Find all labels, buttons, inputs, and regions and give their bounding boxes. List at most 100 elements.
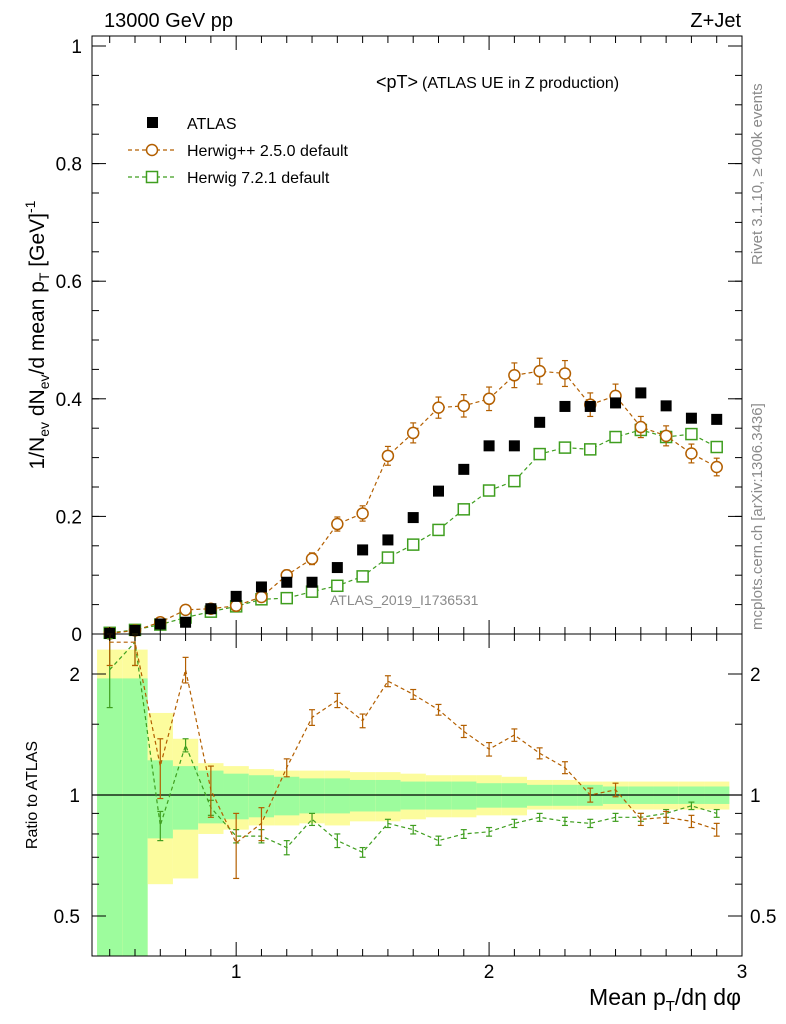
atlas-point (331, 562, 343, 574)
legend-herwig7-marker (145, 170, 159, 184)
mcplots-label: mcplots.cern.ch [arXiv:1306.3436] (749, 403, 766, 630)
herwig7-point (331, 579, 344, 593)
rivet-label: Rivet 3.1.10, ≥ 400k events (749, 83, 766, 265)
atlas-point (635, 387, 647, 399)
ratio-band-inner (299, 778, 325, 814)
main-ticks: 0 0.2 0.4 0.6 0.8 1 (56, 36, 743, 646)
herwig7-point (305, 585, 319, 598)
herwigpp-point (179, 603, 192, 617)
main-y-tick-label: 0.2 (56, 507, 82, 528)
atlas-point (534, 416, 546, 428)
herwig7-point (280, 591, 293, 605)
herwigpp-point (508, 369, 521, 382)
process-label: Z+Jet (690, 10, 741, 32)
main-y-axis-title: 1/Nev dNev/d mean pT [GeV]-1 (22, 200, 52, 469)
atlas-point (281, 576, 293, 588)
ratio-series-layer (106, 633, 720, 880)
main-title: <pT> (376, 72, 418, 92)
herwig7-point (609, 430, 622, 444)
herwig7-point (558, 441, 572, 454)
herwigpp-point (659, 429, 673, 443)
legend-herwig7-label: Herwig 7.2.1 default (187, 170, 330, 187)
herwigpp-point (331, 517, 344, 531)
main-y-tick-label: 0.6 (56, 272, 82, 293)
herwig7-point (533, 447, 546, 461)
atlas-point (685, 412, 697, 424)
herwig7-point (685, 427, 698, 441)
ratio-y-tick-label-right: 1 (750, 786, 761, 807)
herwigpp-point (255, 590, 268, 604)
x-axis-title: Mean pT/dη dφ (589, 984, 741, 1015)
herwigpp-point (685, 447, 698, 460)
main-y-tick-label: 0.4 (56, 390, 83, 411)
herwigpp-point (634, 420, 648, 434)
herwigpp-point (558, 367, 572, 380)
atlas-point (584, 400, 596, 412)
atlas-point (382, 534, 394, 546)
ratio-y-tick-label: 0.5 (54, 907, 80, 928)
herwigpp-point (381, 449, 395, 463)
atlas-point (610, 397, 622, 409)
ratio-y-tick-label-right: 0.5 (750, 907, 776, 928)
atlas-point (458, 463, 470, 475)
atlas-point (711, 413, 723, 425)
ratio-y-axis-title: Ratio to ATLAS (24, 741, 41, 849)
atlas-point (559, 400, 571, 412)
main-y-tick-label: 0.8 (56, 155, 82, 176)
ratio-y-tick-label: 1 (69, 786, 80, 807)
herwigpp-point (457, 399, 471, 413)
ratio-band-inner (223, 773, 249, 820)
ratio-band-inner (349, 779, 376, 812)
x-tick-label: 1 (231, 962, 242, 983)
herwigpp-point (406, 426, 420, 440)
ratio-band-inner (274, 776, 300, 816)
atlas-point (660, 400, 672, 412)
legend-herwigpp-label: Herwig++ 2.5.0 default (187, 143, 349, 160)
herwig7-point (356, 570, 369, 583)
herwig7-point (406, 538, 420, 551)
ratio-ticks: 0.5 0.5 1 1 2 2 1 2 3 (54, 634, 776, 983)
main-y-tick-label: 0 (71, 625, 82, 646)
legend: ATLAS Herwig++ 2.5.0 default Herwig 7.2.… (128, 116, 349, 187)
ratio-uncertainty-band (97, 649, 730, 956)
ratio-band-inner (375, 779, 401, 812)
herwig7-point (432, 523, 445, 537)
atlas-point (483, 440, 495, 452)
main-y-tick-label: 1 (71, 37, 82, 58)
herwig7-point (482, 484, 496, 497)
ratio-y-tick-label-right: 2 (750, 665, 761, 686)
herwig7-point (508, 474, 521, 488)
atlas-point (205, 603, 217, 615)
atlas-point (306, 576, 318, 588)
herwigpp-point (432, 401, 445, 414)
herwigpp-point (710, 460, 723, 474)
herwigpp-point (533, 364, 546, 378)
herwigpp-point (229, 599, 243, 613)
ratio-y-tick-label: 2 (69, 665, 80, 686)
main-title-suffix: (ATLAS UE in Z production) (422, 75, 619, 92)
atlas-point (357, 544, 369, 556)
ratio-band-inner (122, 678, 148, 956)
legend-atlas-label: ATLAS (187, 116, 237, 133)
atlas-point (508, 440, 520, 452)
atlas-point (154, 618, 166, 630)
atlas-point (230, 590, 242, 602)
ratio-band-inner (324, 778, 350, 814)
ratio-panel: 0.5 0.5 1 1 2 2 1 2 3 Ratio to ATLAS (24, 633, 776, 983)
herwigpp-point (482, 392, 496, 406)
herwig7-point (381, 551, 395, 564)
x-tick-label: 2 (484, 962, 495, 983)
herwig7-point (583, 443, 597, 456)
atlas-point (432, 485, 444, 497)
atlas-point (407, 512, 419, 524)
legend-atlas-marker (147, 117, 158, 128)
x-tick-label: 3 (737, 962, 748, 983)
energy-label: 13000 GeV pp (104, 10, 233, 32)
atlas-point (180, 616, 192, 628)
herwig7-point (457, 503, 471, 516)
herwig7-point (710, 440, 723, 454)
atlas-point (255, 581, 267, 593)
watermark: ATLAS_2019_I1736531 (330, 592, 479, 608)
herwigpp-point (305, 552, 319, 565)
